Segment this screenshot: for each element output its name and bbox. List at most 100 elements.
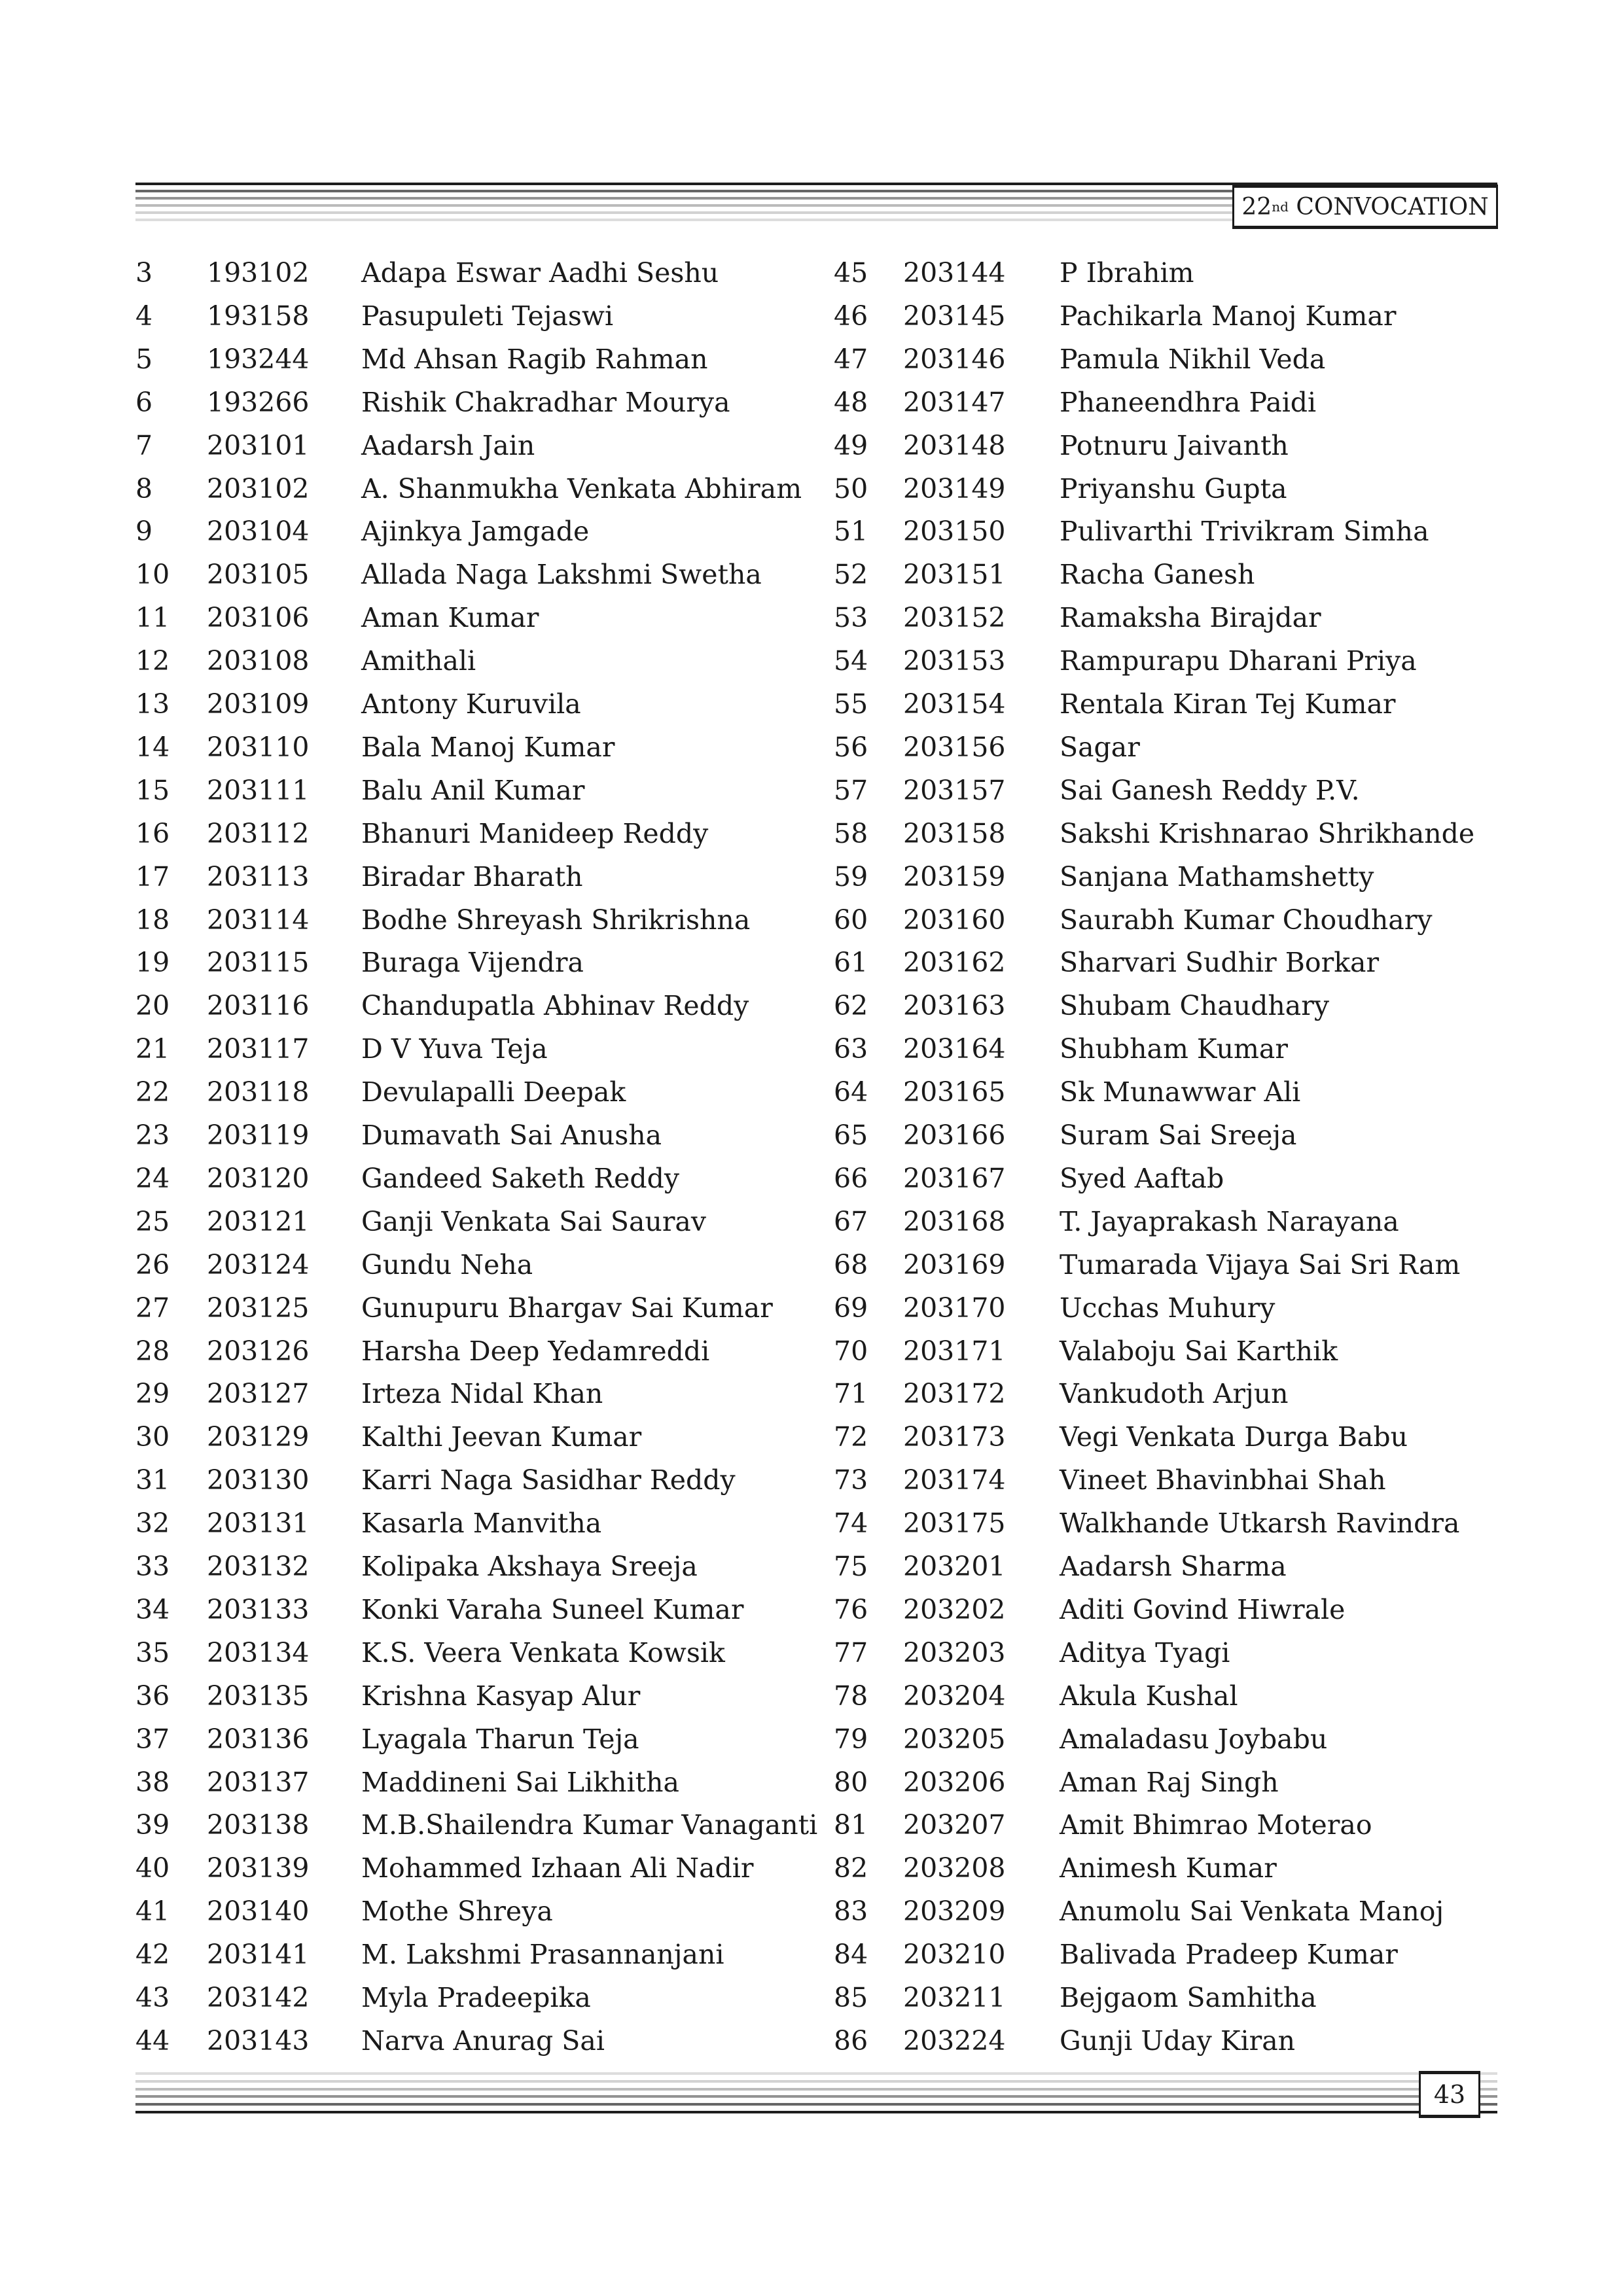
serial-number: 81 — [834, 1809, 868, 1841]
student-name: Syed Aaftab — [1060, 1162, 1224, 1194]
serial-number: 61 — [834, 947, 868, 979]
serial-number: 69 — [834, 1292, 868, 1324]
table-row: 81 203207 Amit Bhimrao Moterao — [0, 1803, 1623, 1846]
table-row: 61 203162 Sharvari Sudhir Borkar — [0, 941, 1623, 984]
student-name: Konki Varaha Suneel Kumar — [361, 1593, 744, 1625]
table-row: 63 203164 Shubham Kumar — [0, 1027, 1623, 1070]
serial-number: 45 — [834, 257, 868, 289]
student-name: M.B.Shailendra Kumar Vanaganti — [361, 1809, 818, 1841]
student-name: Phaneendhra Paidi — [1060, 386, 1317, 418]
serial-number: 54 — [834, 645, 868, 677]
serial-number: 77 — [834, 1636, 868, 1669]
roll-number: 203211 — [903, 1982, 1006, 2013]
student-name: Sai Ganesh Reddy P.V. — [1060, 774, 1360, 806]
table-row: 15 203111 Balu Anil Kumar — [0, 769, 1623, 812]
student-name: Amaladasu Joybabu — [1060, 1723, 1328, 1755]
table-row: 22 203118 Devulapalli Deepak — [0, 1070, 1623, 1114]
serial-number: 11 — [135, 602, 170, 634]
student-name: Buraga Vijendra — [361, 947, 584, 979]
serial-number: 56 — [834, 731, 868, 763]
roll-number: 203147 — [903, 386, 1006, 418]
serial-number: 70 — [834, 1335, 868, 1367]
table-row: 74 203175 Walkhande Utkarsh Ravindra — [0, 1502, 1623, 1545]
serial-number: 5 — [135, 343, 153, 375]
serial-number: 30 — [135, 1421, 170, 1453]
student-name: K.S. Veera Venkata Kowsik — [361, 1636, 725, 1669]
table-row: 54 203153 Rampurapu Dharani Priya — [0, 639, 1623, 682]
serial-number: 17 — [135, 860, 170, 892]
roll-number: 203111 — [207, 774, 310, 806]
table-row: 14 203110 Bala Manoj Kumar — [0, 726, 1623, 769]
student-name: Devulapalli Deepak — [361, 1076, 626, 1108]
serial-number: 9 — [135, 516, 153, 548]
table-row: 26 203124 Gundu Neha — [0, 1243, 1623, 1286]
roll-number: 203163 — [903, 990, 1006, 1022]
student-name: Kolipaka Akshaya Sreeja — [361, 1551, 698, 1582]
student-name: Valaboju Sai Karthik — [1060, 1335, 1338, 1367]
serial-number: 73 — [834, 1464, 868, 1496]
roll-number: 203127 — [207, 1378, 310, 1410]
roll-number: 203166 — [903, 1120, 1006, 1151]
serial-number: 46 — [834, 300, 868, 332]
serial-number: 38 — [135, 1766, 170, 1798]
table-row: 4 193158 Pasupuleti Tejaswi — [0, 294, 1623, 338]
serial-number: 49 — [834, 429, 868, 461]
roll-number: 203136 — [207, 1723, 310, 1755]
serial-number: 64 — [834, 1076, 868, 1108]
table-row: 28 203126 Harsha Deep Yedamreddi — [0, 1330, 1623, 1373]
roll-number: 203115 — [207, 947, 310, 979]
roll-number: 203160 — [903, 904, 1006, 936]
roll-number: 203209 — [903, 1896, 1006, 1928]
student-name: Kalthi Jeevan Kumar — [361, 1421, 642, 1453]
student-name: Gundu Neha — [361, 1248, 533, 1280]
student-name: Pulivarthi Trivikram Simha — [1060, 516, 1429, 548]
student-name: Suram Sai Sreeja — [1060, 1120, 1297, 1151]
serial-number: 19 — [135, 947, 170, 979]
student-name: Kasarla Manvitha — [361, 1508, 602, 1540]
table-row: 72 203173 Vegi Venkata Durga Babu — [0, 1415, 1623, 1458]
serial-number: 26 — [135, 1248, 170, 1280]
roll-number: 203203 — [903, 1636, 1006, 1669]
table-row: 7 203101 Aadarsh Jain — [0, 424, 1623, 467]
serial-number: 8 — [135, 472, 153, 504]
serial-number: 31 — [135, 1464, 170, 1496]
student-name: Maddineni Sai Likhitha — [361, 1766, 679, 1798]
serial-number: 84 — [834, 1939, 868, 1971]
roll-number: 203137 — [207, 1766, 310, 1798]
student-name: Ganji Venkata Sai Saurav — [361, 1205, 707, 1237]
serial-number: 60 — [834, 904, 868, 936]
student-name: Aadarsh Jain — [361, 429, 535, 461]
roll-number: 203154 — [903, 688, 1006, 720]
roll-number: 203118 — [207, 1076, 310, 1108]
roll-number: 203172 — [903, 1378, 1006, 1410]
table-row: 32 203131 Kasarla Manvitha — [0, 1502, 1623, 1545]
roll-number: 203170 — [903, 1292, 1006, 1324]
table-row: 31 203130 Karri Naga Sasidhar Reddy — [0, 1458, 1623, 1502]
table-row: 3 193102 Adapa Eswar Aadhi Seshu — [0, 251, 1623, 294]
table-row: 42 203141 M. Lakshmi Prasannanjani — [0, 1933, 1623, 1976]
roll-number: 203114 — [207, 904, 310, 936]
student-name: T. Jayaprakash Narayana — [1060, 1205, 1399, 1237]
ordinal-suffix: nd — [1272, 199, 1289, 215]
table-row: 70 203171 Valaboju Sai Karthik — [0, 1330, 1623, 1373]
student-name: Rishik Chakradhar Mourya — [361, 386, 730, 418]
roll-number: 203140 — [207, 1896, 310, 1928]
roll-number: 203151 — [903, 559, 1006, 591]
serial-number: 65 — [834, 1120, 868, 1151]
roll-number: 203208 — [903, 1852, 1006, 1884]
student-name: Allada Naga Lakshmi Swetha — [361, 559, 762, 591]
serial-number: 80 — [834, 1766, 868, 1798]
serial-number: 22 — [135, 1076, 170, 1108]
table-row: 85 203211 Bejgaom Samhitha — [0, 1976, 1623, 2019]
roll-number: 203119 — [207, 1120, 310, 1151]
roll-number: 193102 — [207, 257, 310, 289]
serial-number: 32 — [135, 1508, 170, 1540]
roll-number: 203126 — [207, 1335, 310, 1367]
serial-number: 86 — [834, 2024, 868, 2057]
table-row: 64 203165 Sk Munawwar Ali — [0, 1070, 1623, 1114]
student-name: Aman Kumar — [361, 602, 539, 634]
student-name: Rentala Kiran Tej Kumar — [1060, 688, 1396, 720]
roll-number: 193266 — [207, 386, 310, 418]
roll-number: 203165 — [903, 1076, 1006, 1108]
roll-number: 203145 — [903, 300, 1006, 332]
